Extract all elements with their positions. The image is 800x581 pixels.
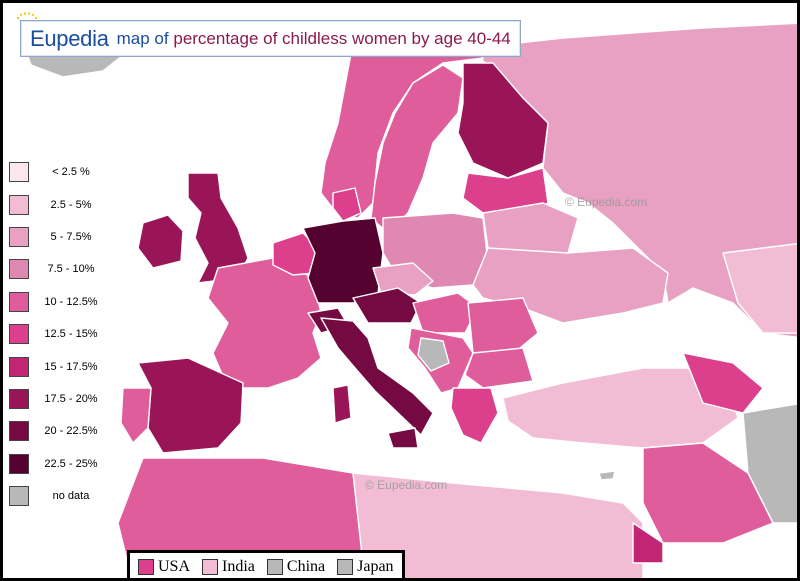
legend-item: 22.5 - 25% [9, 452, 113, 475]
region-bosnia [417, 337, 450, 372]
legend-swatch [9, 356, 29, 377]
eu-stars-icon [16, 12, 38, 20]
legend-item: 2.5 - 5% [9, 193, 113, 216]
region-romania [467, 297, 539, 359]
comparison-label: China [286, 558, 326, 575]
legend-label: 5 - 7.5% [50, 231, 92, 244]
legend-label: 10 - 12.5% [44, 295, 98, 308]
legend-item: 5 - 7.5% [9, 226, 113, 249]
region-france [207, 257, 322, 389]
legend-label: 22.5 - 25% [44, 457, 98, 470]
legend-item: 12.5 - 15% [9, 323, 113, 346]
comparison-item: China [266, 558, 326, 576]
region-bulgaria [464, 347, 534, 389]
comparison-swatch [337, 559, 354, 575]
eupedia-logo: Eupedia [16, 12, 109, 52]
comparison-swatch [266, 559, 283, 575]
region-ireland [137, 214, 184, 269]
legend-label: 7.5 - 10% [47, 263, 95, 276]
region-cyprus [598, 470, 616, 481]
legend-item: no data [9, 485, 113, 508]
legend: < 2.5 % 2.5 - 5% 5 - 7.5% 7.5 - 10% 10 - 12.… [9, 161, 113, 517]
comparison-item: Japan [337, 558, 394, 576]
legend-label: 12.5 - 15% [44, 328, 98, 341]
comparison-label: India [222, 558, 255, 575]
region-sicily [387, 427, 419, 449]
legend-swatch [9, 324, 29, 345]
legend-swatch [9, 421, 29, 442]
region-iran [742, 403, 797, 524]
legend-swatch [9, 453, 29, 474]
region-germany [302, 217, 384, 304]
legend-item: 10 - 12.5% [9, 291, 113, 314]
legend-swatch [9, 227, 29, 248]
title-map-word: map of [116, 28, 169, 48]
legend-swatch [9, 194, 29, 215]
watermark: © Eupedia.com [565, 195, 647, 209]
comparison-legend: USA India China Japan [127, 550, 405, 578]
legend-label: 17.5 - 20% [44, 392, 98, 405]
comparison-label: Japan [357, 558, 394, 575]
region-caucasus [682, 352, 764, 414]
region-finland [457, 62, 549, 179]
region-jordan [632, 522, 664, 564]
region-kazakh [722, 243, 797, 334]
legend-item: < 2.5 % [9, 161, 113, 184]
legend-swatch [9, 162, 29, 183]
comparison-swatch [202, 559, 219, 575]
legend-swatch [9, 486, 29, 507]
region-portugal [120, 387, 152, 444]
legend-item: 17.5 - 20% [9, 388, 113, 411]
legend-label: < 2.5 % [52, 166, 90, 179]
comparison-item: USA [138, 558, 190, 576]
comparison-swatch [138, 559, 154, 575]
region-denmark [332, 187, 362, 222]
region-sardinia [332, 384, 352, 424]
legend-swatch [9, 259, 29, 280]
watermark: © Eupedia.com [365, 478, 447, 492]
region-czechia [372, 262, 434, 296]
region-italy [320, 317, 434, 436]
legend-item: 15 - 17.5% [9, 355, 113, 378]
region-syria-iraq [642, 442, 774, 544]
title-subject: percentage of childless women by age 40-… [173, 28, 511, 48]
legend-label: 2.5 - 5% [50, 198, 92, 211]
europe-map: © Eupedia.com © Eupedia.com [22, 22, 797, 578]
map-title: Eupedia map of percentage of childless w… [16, 12, 521, 57]
region-hungary [412, 292, 479, 334]
legend-label: 15 - 17.5% [44, 360, 98, 373]
legend-swatch [9, 291, 29, 312]
region-greece [450, 387, 499, 444]
legend-item: 20 - 22.5% [9, 420, 113, 443]
comparison-item: India [202, 558, 255, 576]
comparison-label: USA [158, 558, 191, 575]
legend-label: 20 - 22.5% [44, 425, 98, 438]
legend-item: 7.5 - 10% [9, 258, 113, 281]
legend-label: no data [52, 490, 90, 503]
legend-swatch [9, 388, 29, 409]
